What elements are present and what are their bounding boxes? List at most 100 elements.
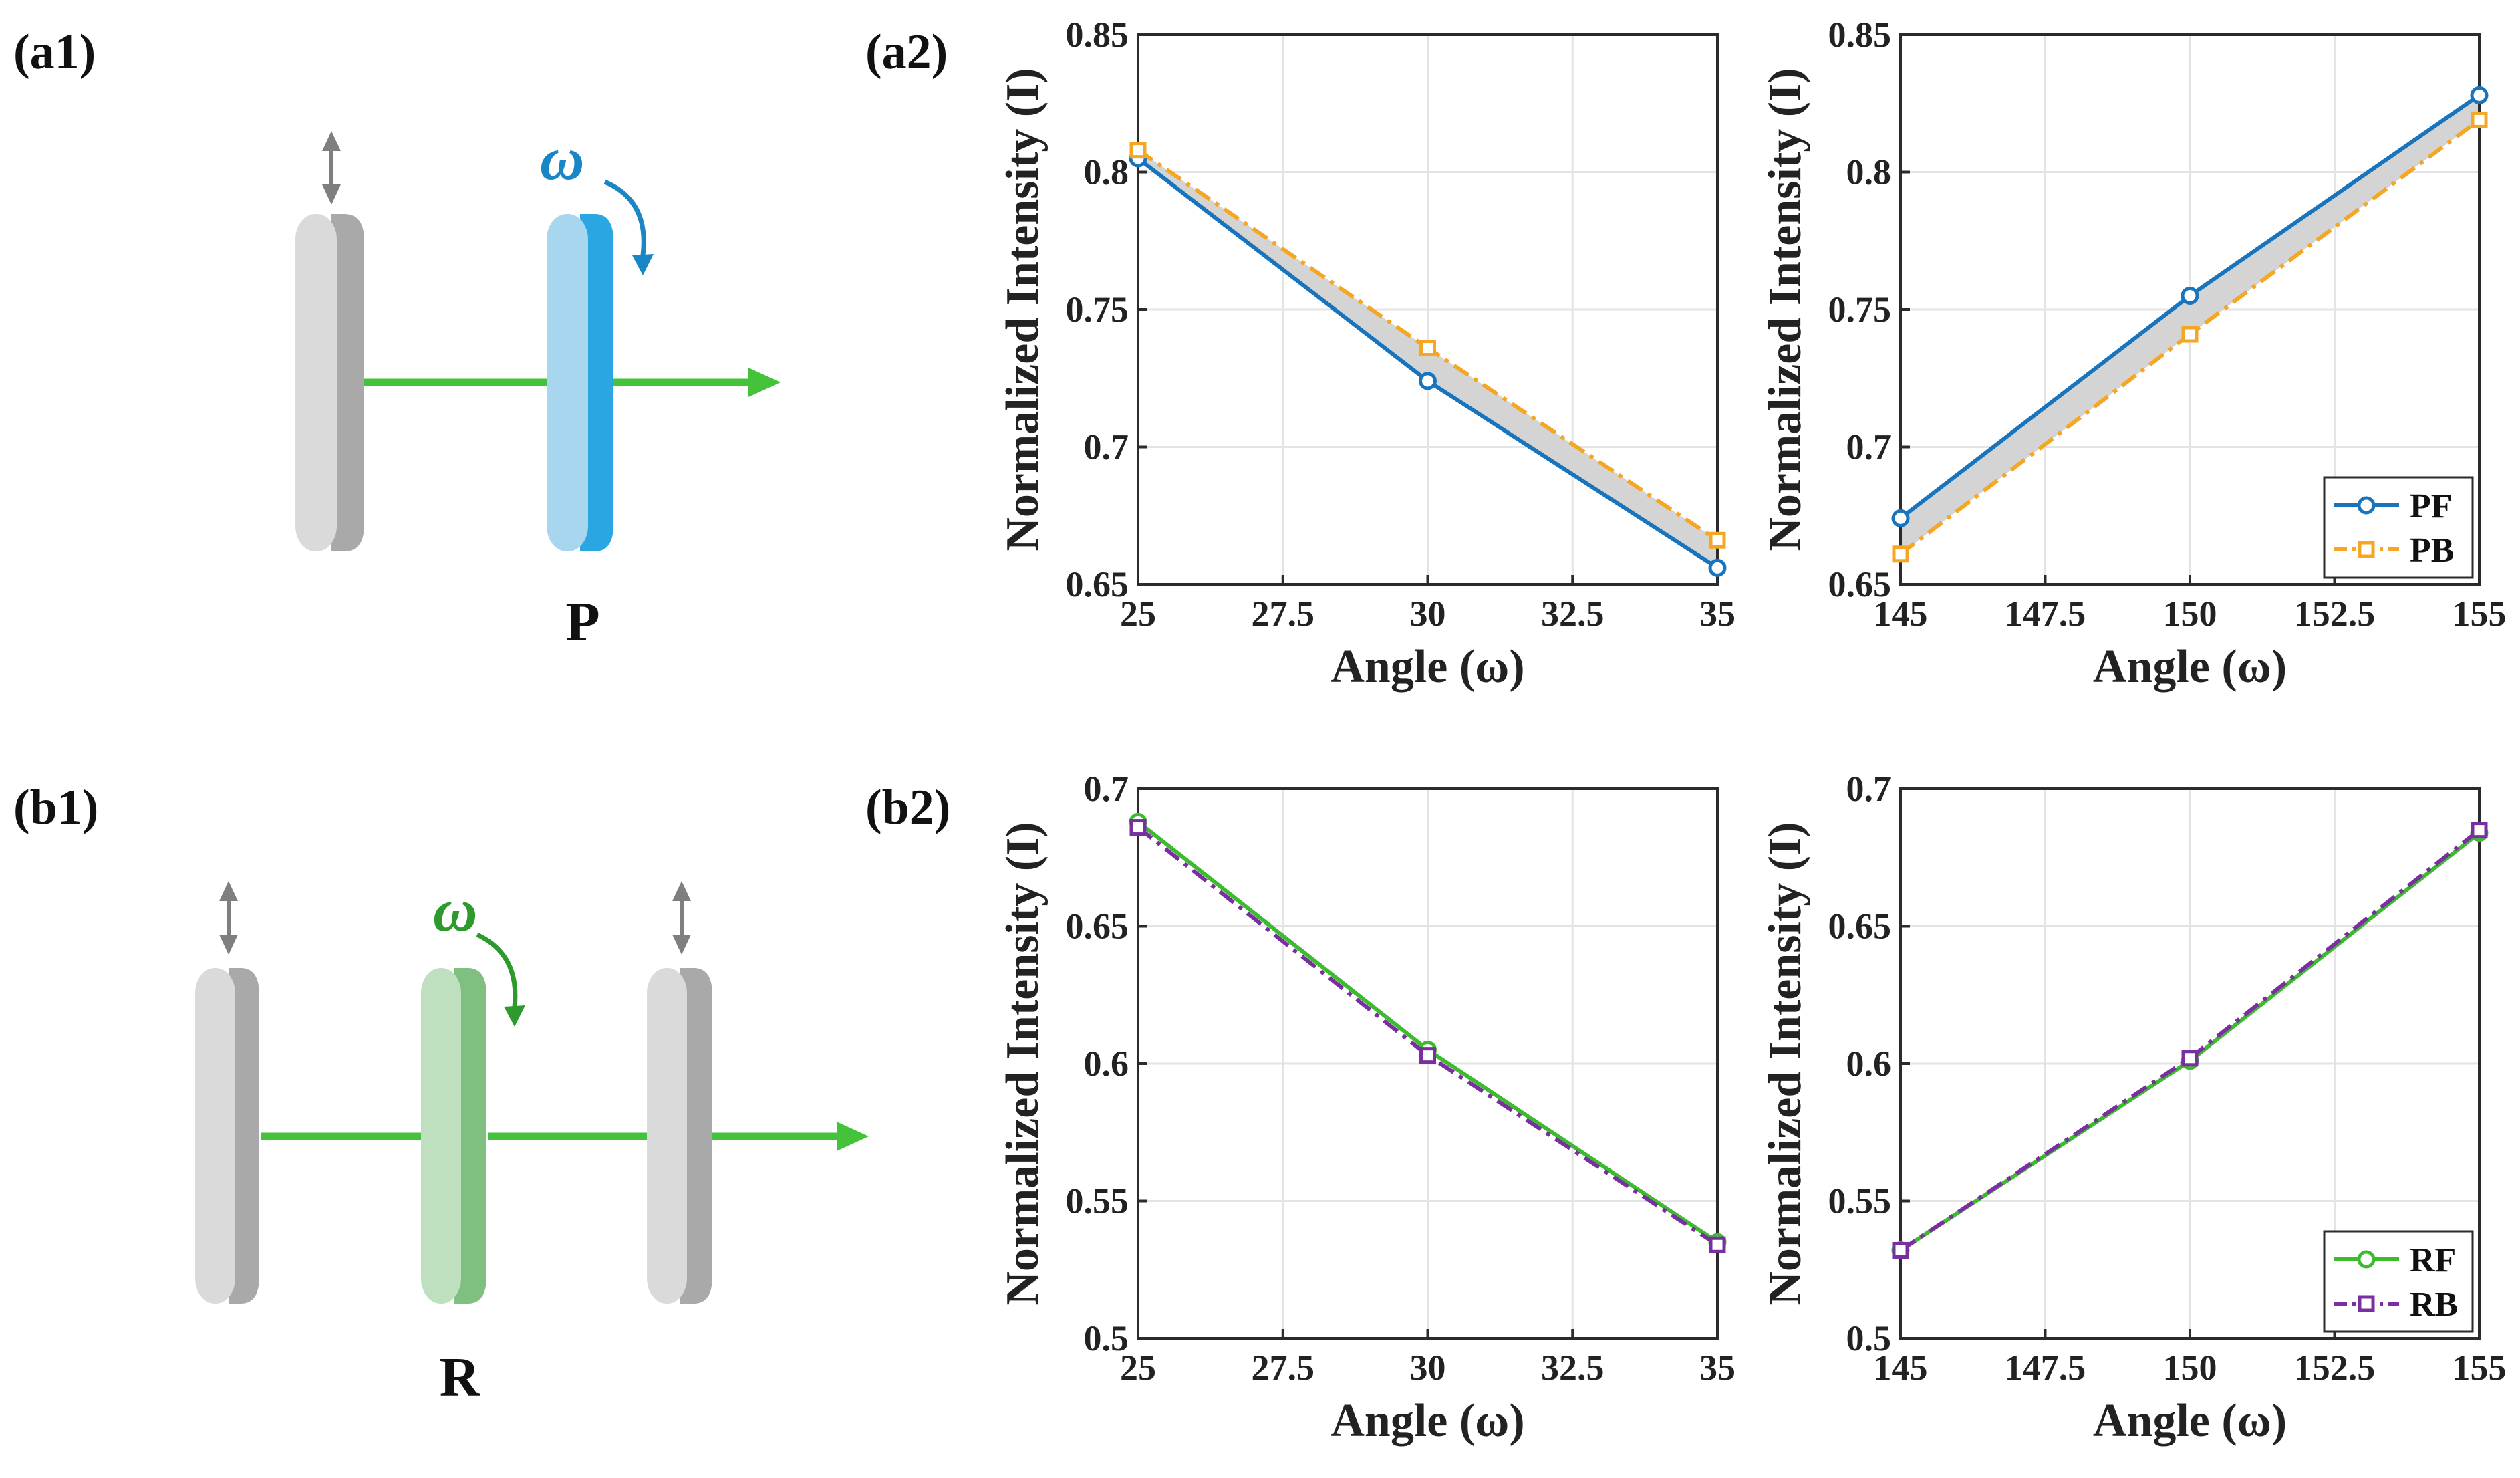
legend-marker-rb [2358, 1295, 2375, 1312]
x-tick-label: 30 [1410, 594, 1446, 634]
chart-b2-left: 25 27.5 30 32.5 35 0.5 0.55 0.6 0.65 0.7 Angle (ω)… [997, 769, 1735, 1447]
legend: RF RB [2323, 1230, 2474, 1333]
y-tick-label: 0.85 [1828, 15, 1892, 55]
beam-arrowhead [748, 368, 781, 397]
legend: PF PB [2323, 476, 2474, 579]
x-tick-label: 32.5 [1541, 594, 1604, 634]
data-point-rb [1129, 819, 1147, 836]
fixed-polarizer-2 [647, 968, 712, 1304]
omega-label-bottom: ω [433, 876, 478, 944]
legend-label-rb: RB [2410, 1285, 2458, 1324]
y-tick-label: 0.8 [1846, 152, 1892, 193]
data-point-rb [1709, 1236, 1726, 1253]
x-tick-label: 147.5 [2005, 1348, 2086, 1388]
legend-marker-pf [2357, 496, 2376, 515]
x-tick-label: 152.5 [2294, 594, 2376, 634]
data-point-rb [1892, 1241, 1909, 1259]
x-tick-label: 150 [2163, 1348, 2217, 1388]
legend-label-rf: RF [2410, 1241, 2456, 1279]
x-tick-label: 147.5 [2005, 594, 2086, 634]
y-tick-label: 0.6 [1846, 1043, 1892, 1084]
y-tick-label: 0.7 [1084, 427, 1129, 467]
data-point-rb [1419, 1047, 1436, 1064]
x-tick-label: 150 [2163, 594, 2217, 634]
legend-marker-pb [2358, 541, 2375, 558]
y-tick-label: 0.75 [1066, 289, 1129, 330]
x-tick-label: 27.5 [1252, 594, 1315, 634]
omega-label-top: ω [540, 124, 585, 193]
rotating-plate-r [421, 968, 486, 1304]
legend-marker-rf [2357, 1250, 2376, 1269]
x-axis-title: Angle (ω) [2093, 641, 2287, 693]
data-point-pb [1419, 340, 1436, 357]
x-tick-label: 145 [1874, 594, 1928, 634]
x-tick-label: 155 [2453, 594, 2507, 634]
rotation-arrow-icon [603, 179, 654, 275]
fixed-polarizer [295, 214, 364, 551]
data-point-pf [1891, 509, 1910, 527]
y-axis-title: Normalized Intensity (I) [1760, 822, 1811, 1305]
y-tick-label: 0.55 [1828, 1181, 1892, 1221]
data-point-pb [2471, 111, 2488, 128]
y-tick-label: 0.85 [1066, 15, 1129, 55]
x-axis-title: Angle (ω) [2093, 1395, 2287, 1447]
x-tick-label: 25 [1120, 1348, 1156, 1388]
data-point-pb [2181, 326, 2199, 343]
legend-box [2323, 476, 2474, 579]
data-point-pf [1419, 372, 1437, 390]
x-tick-label: 152.5 [2294, 1348, 2376, 1388]
x-tick-label: 35 [1699, 594, 1735, 634]
series-line-rb [1137, 826, 1719, 1247]
x-tick-label: 25 [1120, 594, 1156, 634]
x-tick-label: 30 [1410, 1348, 1446, 1388]
y-tick-label: 0.7 [1846, 427, 1892, 467]
legend-label-pb: PB [2410, 531, 2454, 570]
y-axis-title: Normalized Intensity (I) [997, 822, 1048, 1305]
panel-label-a1: (a1) [13, 25, 96, 80]
legend-box [2323, 1230, 2474, 1333]
chart-b2-right: 145 147.5 150 152.5 155 0.5 0.55 0.6 0.65 0.7 Angl… [1760, 769, 2507, 1447]
vertical-double-arrow-icon [219, 881, 238, 955]
y-tick-label: 0.5 [1084, 1318, 1129, 1358]
plate-label-p: P [565, 591, 599, 653]
x-tick-label: 32.5 [1541, 1348, 1604, 1388]
x-tick-label: 27.5 [1252, 1348, 1315, 1388]
y-tick-label: 0.65 [1828, 564, 1892, 604]
y-axis-title: Normalized Intensity (I) [1760, 68, 1811, 551]
y-tick-label: 0.8 [1084, 152, 1129, 193]
y-tick-label: 0.7 [1846, 769, 1892, 809]
rotation-arrow-icon [476, 932, 525, 1027]
data-point-pf [1708, 558, 1727, 577]
panel-label-b1: (b1) [13, 780, 98, 835]
fixed-polarizer-1 [195, 968, 259, 1304]
shaded-gap-region [1138, 150, 1717, 568]
data-point-pf [2470, 86, 2489, 104]
x-axis-title: Angle (ω) [1331, 641, 1524, 693]
optical-setup-top: ω P [147, 124, 781, 653]
y-axis-title: Normalized Intensity (I) [997, 68, 1048, 551]
data-point-pb [1892, 545, 1909, 563]
y-tick-label: 0.6 [1084, 1043, 1129, 1084]
y-tick-label: 0.7 [1084, 769, 1129, 809]
panel-label-b2: (b2) [865, 780, 950, 835]
plate-label-r: R [440, 1346, 481, 1408]
legend-label-pf: PF [2410, 487, 2453, 525]
x-tick-label: 155 [2453, 1348, 2507, 1388]
series-line-rb [1899, 828, 2481, 1252]
data-point-pf [2181, 286, 2199, 305]
beam-arrowhead [837, 1122, 869, 1151]
data-point-rb [2471, 822, 2488, 839]
data-point-rb [2181, 1050, 2199, 1067]
shaded-gap-region [1901, 95, 2479, 554]
y-tick-label: 0.75 [1828, 289, 1892, 330]
vertical-double-arrow-icon [322, 131, 341, 205]
x-tick-label: 35 [1699, 1348, 1735, 1388]
x-tick-label: 145 [1874, 1348, 1928, 1388]
y-tick-label: 0.55 [1066, 1181, 1129, 1221]
y-tick-label: 0.65 [1066, 906, 1129, 947]
panel-label-a2: (a2) [865, 25, 948, 80]
y-tick-label: 0.65 [1066, 564, 1129, 604]
x-axis-title: Angle (ω) [1331, 1395, 1524, 1447]
y-tick-label: 0.65 [1828, 906, 1892, 947]
